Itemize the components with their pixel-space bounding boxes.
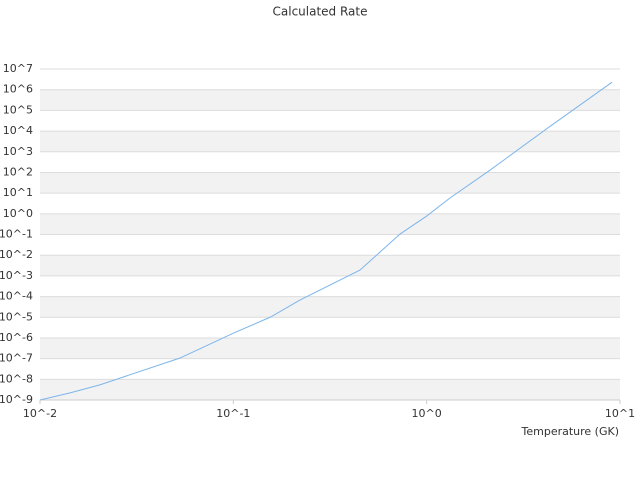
plot-band (40, 131, 620, 152)
y-tick-label: 10^-5 (0, 310, 33, 323)
y-tick-label: 10^-1 (0, 228, 33, 241)
y-tick-label: 10^-9 (0, 393, 33, 406)
y-tick-label: 10^2 (3, 165, 33, 178)
x-tick-label: 10^-2 (23, 407, 57, 420)
plot-band (40, 255, 620, 276)
plot-band (40, 172, 620, 194)
y-tick-label: 10^1 (3, 186, 33, 199)
plot-band (40, 379, 620, 400)
plot-band (40, 213, 620, 235)
y-tick-label: 10^-3 (0, 269, 33, 282)
x-tick-label: 10^0 (412, 407, 442, 420)
plot-band (40, 89, 620, 111)
y-tick-label: 10^-6 (0, 331, 33, 344)
y-tick-label: 10^-8 (0, 372, 33, 385)
x-tick-label: 10^-1 (216, 407, 250, 420)
plot-band (40, 296, 620, 318)
y-tick-label: 10^6 (3, 83, 33, 96)
y-tick-label: 10^-2 (0, 248, 33, 261)
y-tick-label: 10^-7 (0, 352, 33, 365)
y-tick-label: 10^-4 (0, 290, 33, 303)
x-axis-label: Temperature (GK) (521, 425, 620, 438)
y-tick-label: 10^0 (3, 207, 33, 220)
y-tick-label: 10^7 (3, 62, 33, 75)
y-tick-label: 10^3 (3, 145, 33, 158)
x-tick-label: 10^1 (605, 407, 635, 420)
data-line (39, 81, 613, 401)
chart-title: Calculated Rate (273, 5, 368, 19)
y-tick-label: 10^5 (3, 103, 33, 116)
plot-band (40, 337, 620, 359)
y-tick-label: 10^4 (3, 124, 33, 137)
